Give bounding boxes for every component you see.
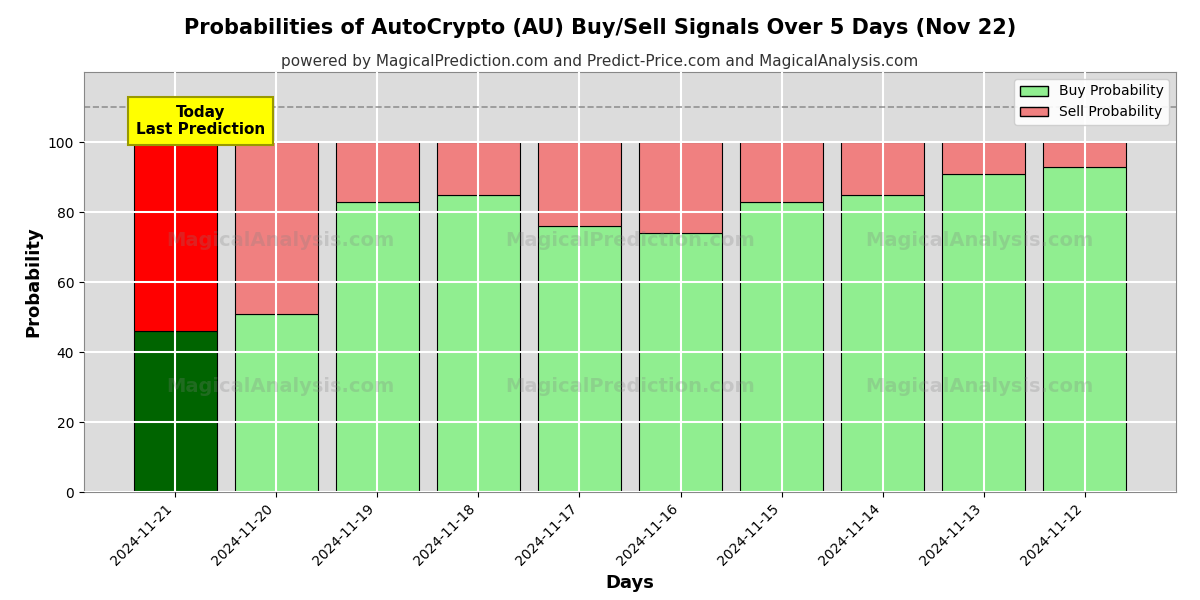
Bar [437, 194, 520, 492]
Text: MagicalPrediction.com: MagicalPrediction.com [505, 230, 755, 250]
Bar [336, 202, 419, 492]
Bar [336, 142, 419, 202]
Bar [235, 313, 318, 492]
Y-axis label: Probability: Probability [24, 227, 42, 337]
Text: MagicalAnalysis.com: MagicalAnalysis.com [167, 230, 395, 250]
Bar [640, 233, 722, 492]
Bar [1044, 166, 1127, 492]
Text: powered by MagicalPrediction.com and Predict-Price.com and MagicalAnalysis.com: powered by MagicalPrediction.com and Pre… [281, 54, 919, 69]
Text: MagicalAnalysis.com: MagicalAnalysis.com [167, 377, 395, 397]
Bar [1044, 142, 1127, 166]
X-axis label: Days: Days [606, 574, 654, 592]
Legend: Buy Probability, Sell Probability: Buy Probability, Sell Probability [1014, 79, 1169, 125]
Bar [538, 226, 620, 492]
Bar [942, 142, 1025, 173]
Text: MagicalAnalysis.com: MagicalAnalysis.com [865, 377, 1093, 397]
Text: MagicalPrediction.com: MagicalPrediction.com [505, 377, 755, 397]
Bar [133, 142, 216, 331]
Bar [133, 331, 216, 492]
Bar [740, 142, 823, 202]
Bar [942, 173, 1025, 492]
Bar [640, 142, 722, 233]
Bar [740, 202, 823, 492]
Bar [235, 142, 318, 313]
Bar [437, 142, 520, 194]
Bar [841, 194, 924, 492]
Bar [841, 142, 924, 194]
Text: Today
Last Prediction: Today Last Prediction [136, 105, 265, 137]
Text: Probabilities of AutoCrypto (AU) Buy/Sell Signals Over 5 Days (Nov 22): Probabilities of AutoCrypto (AU) Buy/Sel… [184, 18, 1016, 38]
Text: MagicalAnalysis.com: MagicalAnalysis.com [865, 230, 1093, 250]
Bar [538, 142, 620, 226]
